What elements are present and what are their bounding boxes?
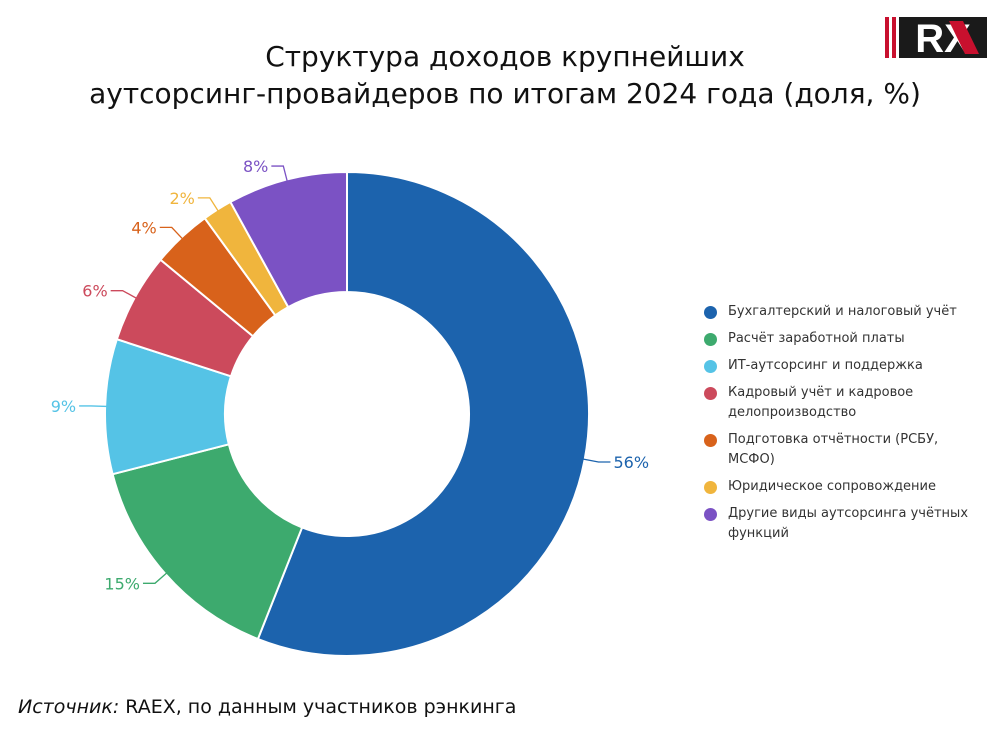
legend-swatch [704,360,717,373]
chart-legend: Бухгалтерский и налоговый учёт Расчёт зар… [700,302,980,551]
legend-swatch [704,434,717,447]
legend-label: ИТ-аутсорсинг и поддержка [728,358,923,373]
data-label-leader [142,572,168,584]
legend-swatch [704,387,717,400]
data-label: 56% [613,453,649,472]
legend-label: Подготовка отчётности (РСБУ, МСФО) [728,432,939,467]
donut-slice [229,170,348,309]
data-label-leader [79,405,108,408]
data-label: 9% [51,397,76,416]
legend-swatch [704,481,717,494]
legend-label: Бухгалтерский и налоговый учёт [728,304,957,319]
legend-label: Юридическое сопровождение [728,479,936,494]
data-label-leader [110,290,137,299]
donut-chart: 56% 15% 9% 6% 4% 2% 8% [51,157,649,657]
legend-swatch [704,508,717,521]
chart-title: Структура доходов крупнейших аутсорсинг-… [0,38,1000,112]
raex-logo: RX [885,17,987,58]
data-label: 6% [82,282,107,301]
legend-label: Кадровый учёт и кадровое делопроизводств… [728,385,914,420]
source-text: RAEX, по данным участников рэнкинга [119,696,517,718]
chart-title-line-1: Структура доходов крупнейших [265,40,745,73]
legend-item: Кадровый учёт и кадровое делопроизводств… [700,383,980,423]
legend-item: Другие виды аутсорсинга учётных функций [700,504,980,544]
data-label-leader [582,458,611,463]
donut-slice [111,443,304,641]
legend-item: Юридическое сопровождение [700,477,980,497]
source-note: Источник: RAEX, по данным участников рэн… [18,696,516,718]
legend-label: Другие виды аутсорсинга учётных функций [728,506,969,541]
data-label: 15% [104,574,140,593]
source-label: Источник: [18,696,120,718]
data-label-leader [197,197,219,212]
donut-slice [256,170,590,657]
legend-item: Расчёт заработной платы [700,329,980,349]
legend-swatch [704,333,717,346]
data-label: 4% [131,218,156,237]
data-label-leader [271,165,288,182]
chart-title-line-2: аутсорсинг-провайдеров по итогам 2024 го… [89,77,921,110]
legend-label: Расчёт заработной платы [728,331,905,346]
data-label-leader [159,226,184,240]
legend-swatch [704,306,717,319]
legend-item: Подготовка отчётности (РСБУ, МСФО) [700,430,980,470]
legend-item: Бухгалтерский и налоговый учёт [700,302,980,322]
data-label: 8% [243,157,268,176]
data-label: 2% [169,189,194,208]
legend-item: ИТ-аутсорсинг и поддержка [700,356,980,376]
